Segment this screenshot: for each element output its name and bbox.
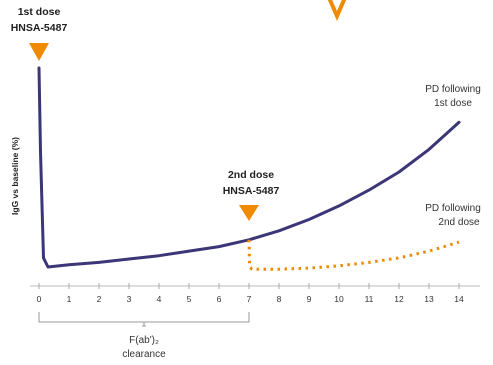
x-tick-label: 4 bbox=[157, 294, 162, 304]
dose-1-label-line2: HNSA-5487 bbox=[11, 22, 68, 34]
series-line-pd-2nd-dose bbox=[247, 239, 460, 271]
x-tick-label: 12 bbox=[394, 294, 404, 304]
x-tick-label: 13 bbox=[424, 294, 434, 304]
x-tick-label: 14 bbox=[454, 294, 464, 304]
x-tick-label: 1 bbox=[67, 294, 72, 304]
clearance-label-line1: F(ab')₂ bbox=[129, 335, 159, 346]
dose-2-label-line2: HNSA-5487 bbox=[223, 185, 280, 197]
x-tick-label: 6 bbox=[217, 294, 222, 304]
x-tick-label: 9 bbox=[307, 294, 312, 304]
series-label-1-line2: 1st dose bbox=[434, 98, 472, 109]
y-axis-label: IgG vs baseline (%) bbox=[10, 137, 20, 215]
x-tick-label: 0 bbox=[37, 294, 42, 304]
x-tick-label: 5 bbox=[187, 294, 192, 304]
x-tick-label: 3 bbox=[127, 294, 132, 304]
series-label-2-line2: 2nd dose bbox=[438, 217, 480, 228]
series-label-1-line1: PD following bbox=[425, 84, 481, 95]
x-tick-label: 8 bbox=[277, 294, 282, 304]
x-tick-label: 10 bbox=[334, 294, 344, 304]
x-tick-label: 2 bbox=[97, 294, 102, 304]
x-tick-label: 7 bbox=[247, 294, 252, 304]
series-layer bbox=[37, 66, 461, 271]
dose-1-label-line1: 1st dose bbox=[18, 6, 61, 18]
series-line-pd-1st-dose bbox=[37, 66, 461, 269]
series-label-2-line1: PD following bbox=[425, 203, 481, 214]
dose-1-marker-icon bbox=[29, 43, 49, 61]
dose-2-marker-icon bbox=[239, 205, 259, 221]
clearance-bracket bbox=[38, 312, 250, 327]
dose-2-label-line1: 2nd dose bbox=[228, 169, 274, 181]
annotation-layer: PD following 1st dose PD following 2nd dose… bbox=[11, 0, 481, 360]
decorative-orange-arc bbox=[328, 0, 346, 21]
clearance-label-line2: clearance bbox=[122, 349, 166, 360]
x-tick-label: 11 bbox=[365, 294, 374, 304]
